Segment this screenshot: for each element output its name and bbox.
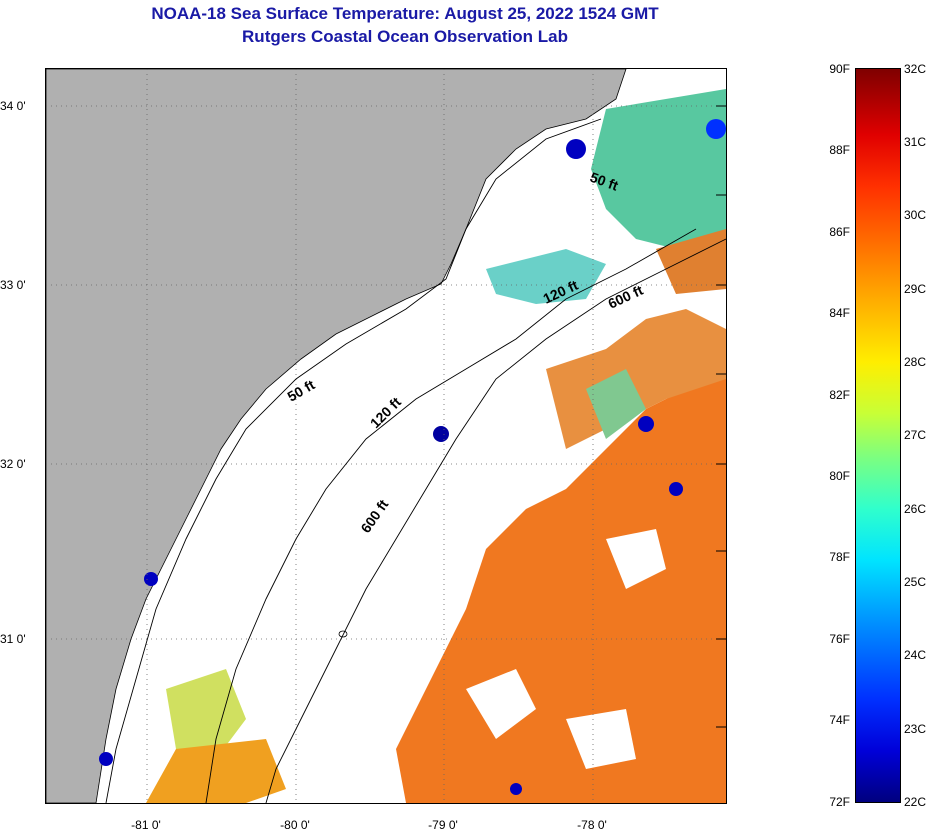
colorbar-c-32: 32C	[904, 62, 927, 76]
contour-label-50ft-south: 50 ft	[285, 376, 318, 404]
lon-label-78: -78 0'	[577, 818, 607, 832]
graticule	[46, 69, 726, 803]
sst-map[interactable]: 50 ft 50 ft 120 ft 120 ft 600 ft 600 ft	[45, 68, 727, 804]
colorbar-f-86: 86F	[829, 225, 850, 239]
colorbar-c-24: 24C	[904, 648, 927, 662]
colorbar-c-29: 29C	[904, 282, 927, 296]
temperature-colorbar	[855, 68, 901, 803]
colorbar-f-84: 84F	[829, 306, 850, 320]
colorbar-f-88: 88F	[829, 143, 850, 157]
map-title: NOAA-18 Sea Surface Temperature: August …	[151, 4, 659, 23]
tick-marks	[716, 105, 726, 728]
colorbar-c-27: 27C	[904, 428, 927, 442]
lat-label-34: 34 0'	[0, 99, 26, 113]
colorbar-c-25: 25C	[904, 575, 927, 589]
contour-label-600ft-north: 600 ft	[606, 282, 646, 312]
lon-label-80: -80 0'	[280, 818, 310, 832]
lat-label-33: 33 0'	[0, 278, 26, 292]
colorbar-c-22: 22C	[904, 795, 927, 809]
colorbar-f-72: 72F	[829, 795, 850, 809]
colorbar-f-80: 80F	[829, 469, 850, 483]
colorbar-f-90: 90F	[829, 62, 850, 76]
colorbar-c-26: 26C	[904, 502, 927, 516]
land-mass	[46, 69, 627, 803]
lat-label-32: 32 0'	[0, 457, 26, 471]
colorbar-f-76: 76F	[829, 632, 850, 646]
lon-label-79: -79 0'	[428, 818, 458, 832]
lat-label-31: 31 0'	[0, 632, 26, 646]
colorbar-f-82: 82F	[829, 388, 850, 402]
lon-label-81: -81 0'	[131, 818, 161, 832]
contour-label-600ft-south: 600 ft	[357, 496, 391, 535]
colorbar-c-31: 31C	[904, 135, 927, 149]
colorbar-f-74: 74F	[829, 713, 850, 727]
colorbar-c-23: 23C	[904, 722, 927, 736]
bathymetry-contours	[105, 118, 726, 803]
map-subtitle: Rutgers Coastal Ocean Observation Lab	[242, 27, 568, 46]
colorbar-f-78: 78F	[829, 550, 850, 564]
colorbar-c-30: 30C	[904, 208, 927, 222]
sst-patch-ne	[591, 89, 726, 249]
colorbar-c-28: 28C	[904, 355, 927, 369]
